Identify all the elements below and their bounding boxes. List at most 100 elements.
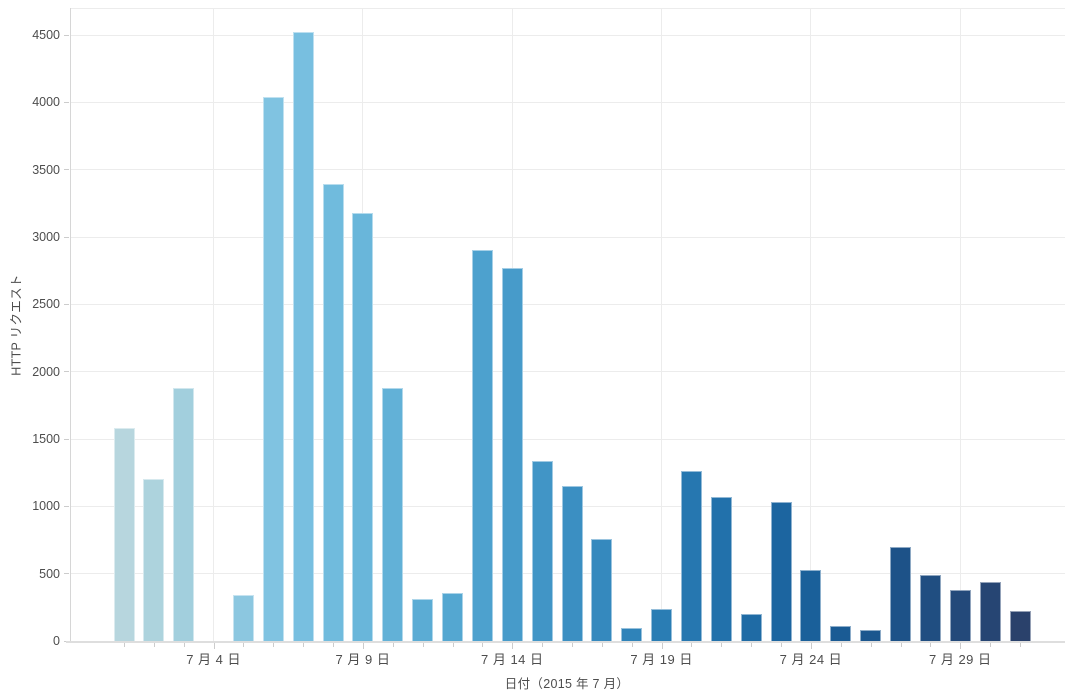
x-tick-label: 7 月 14 日 bbox=[481, 652, 544, 667]
x-tick-mark bbox=[333, 643, 335, 647]
bar-2015-07-05[interactable] bbox=[232, 594, 254, 641]
bar-2015-07-10[interactable] bbox=[382, 387, 404, 641]
x-tick-mark bbox=[990, 643, 992, 647]
x-tick-mark bbox=[691, 643, 693, 647]
y-tick-label: 1000 bbox=[32, 499, 60, 514]
x-tick-label: 7 月 24 日 bbox=[779, 652, 843, 667]
x-tick-mark bbox=[422, 643, 424, 647]
y-gridline bbox=[70, 34, 1065, 36]
y-gridline bbox=[70, 371, 1065, 373]
bar-2015-07-26[interactable] bbox=[860, 630, 882, 641]
bar-2015-07-15[interactable] bbox=[531, 460, 553, 641]
x-tick-label: 7 月 9 日 bbox=[335, 652, 391, 667]
x-tick-mark bbox=[751, 643, 753, 647]
y-tick-label: 3500 bbox=[32, 162, 60, 177]
x-tick-mark bbox=[183, 643, 185, 647]
y-tick-mark bbox=[64, 573, 69, 575]
y-tick-label: 4500 bbox=[32, 28, 60, 42]
x-tick-mark bbox=[482, 643, 484, 647]
x-gridline bbox=[213, 8, 215, 641]
y-gridline bbox=[70, 236, 1065, 238]
y-axis-title: HTTP リクエスト bbox=[9, 274, 24, 376]
y-tick-label: 3000 bbox=[32, 230, 60, 244]
bar-2015-07-17[interactable] bbox=[591, 538, 613, 641]
x-tick-mark bbox=[213, 643, 215, 649]
x-tick-mark bbox=[601, 643, 603, 647]
x-tick-mark bbox=[900, 643, 902, 647]
y-tick-mark bbox=[64, 303, 69, 305]
y-tick-label: 2000 bbox=[32, 364, 60, 379]
x-axis-line bbox=[66, 641, 1065, 643]
x-tick-mark bbox=[930, 643, 932, 647]
x-tick-mark bbox=[392, 643, 394, 647]
bar-2015-07-09[interactable] bbox=[352, 212, 374, 641]
bar-2015-07-29[interactable] bbox=[949, 589, 971, 641]
bar-2015-07-31[interactable] bbox=[1009, 611, 1031, 641]
bar-2015-07-08[interactable] bbox=[322, 184, 344, 641]
bar-2015-07-23[interactable] bbox=[770, 502, 792, 641]
x-tick-label: 7 月 19 日 bbox=[630, 652, 693, 667]
x-gridline bbox=[810, 8, 812, 641]
y-tick-label: 2500 bbox=[32, 297, 60, 312]
bar-2015-07-02[interactable] bbox=[143, 479, 165, 641]
bar-2015-07-11[interactable] bbox=[412, 599, 434, 641]
bar-2015-07-16[interactable] bbox=[561, 486, 583, 641]
x-tick-label: 7 月 29 日 bbox=[929, 652, 992, 667]
bar-2015-07-03[interactable] bbox=[173, 387, 195, 641]
y-tick-mark bbox=[64, 101, 69, 103]
y-tick-label: 0 bbox=[53, 634, 60, 648]
x-tick-mark bbox=[960, 643, 962, 649]
y-tick-mark bbox=[64, 371, 69, 373]
y-tick-label: 500 bbox=[39, 566, 60, 581]
bar-2015-07-12[interactable] bbox=[442, 593, 464, 641]
x-tick-label: 7 月 4 日 bbox=[186, 652, 241, 667]
y-gridline bbox=[70, 303, 1065, 305]
x-tick-mark bbox=[124, 643, 125, 647]
bar-2015-07-30[interactable] bbox=[979, 582, 1001, 641]
bar-2015-07-14[interactable] bbox=[501, 267, 523, 641]
bar-2015-07-22[interactable] bbox=[740, 614, 762, 641]
bar-2015-07-21[interactable] bbox=[710, 496, 732, 641]
y-tick-mark bbox=[64, 34, 69, 36]
x-tick-mark bbox=[631, 643, 633, 647]
y-axis-line bbox=[70, 8, 71, 641]
x-tick-mark bbox=[303, 643, 305, 647]
y-tick-mark bbox=[64, 438, 69, 440]
bar-2015-07-06[interactable] bbox=[262, 96, 284, 641]
x-tick-mark bbox=[840, 643, 842, 647]
plot-top-border bbox=[70, 8, 1065, 9]
x-tick-mark bbox=[1020, 643, 1021, 647]
x-tick-mark bbox=[781, 643, 783, 647]
y-tick-label: 4000 bbox=[32, 95, 60, 110]
x-gridline bbox=[959, 8, 961, 641]
x-tick-mark bbox=[870, 643, 872, 647]
bar-2015-07-24[interactable] bbox=[800, 569, 822, 641]
y-tick-label: 1500 bbox=[32, 432, 60, 446]
bar-2015-07-19[interactable] bbox=[651, 608, 673, 641]
bar-2015-07-27[interactable] bbox=[890, 546, 912, 641]
bar-2015-07-01[interactable] bbox=[113, 428, 135, 641]
x-tick-mark bbox=[153, 643, 155, 647]
x-tick-mark bbox=[810, 643, 812, 649]
y-gridline bbox=[70, 101, 1065, 103]
x-tick-mark bbox=[661, 643, 663, 649]
bar-2015-07-13[interactable] bbox=[471, 250, 493, 641]
x-tick-mark bbox=[542, 643, 544, 647]
bar-2015-07-07[interactable] bbox=[292, 32, 314, 641]
x-tick-mark bbox=[512, 643, 514, 649]
x-tick-mark bbox=[452, 643, 454, 647]
x-tick-mark bbox=[273, 643, 275, 647]
bar-2015-07-20[interactable] bbox=[680, 470, 702, 641]
y-tick-mark bbox=[64, 505, 69, 507]
x-tick-mark bbox=[572, 643, 573, 647]
y-tick-mark bbox=[64, 236, 69, 238]
y-gridline bbox=[70, 438, 1065, 440]
x-tick-mark bbox=[243, 643, 245, 647]
bar-2015-07-28[interactable] bbox=[919, 575, 941, 641]
y-gridline bbox=[70, 169, 1065, 171]
bar-2015-07-18[interactable] bbox=[621, 627, 643, 641]
bar-2015-07-25[interactable] bbox=[830, 625, 852, 641]
x-tick-mark bbox=[362, 643, 364, 649]
